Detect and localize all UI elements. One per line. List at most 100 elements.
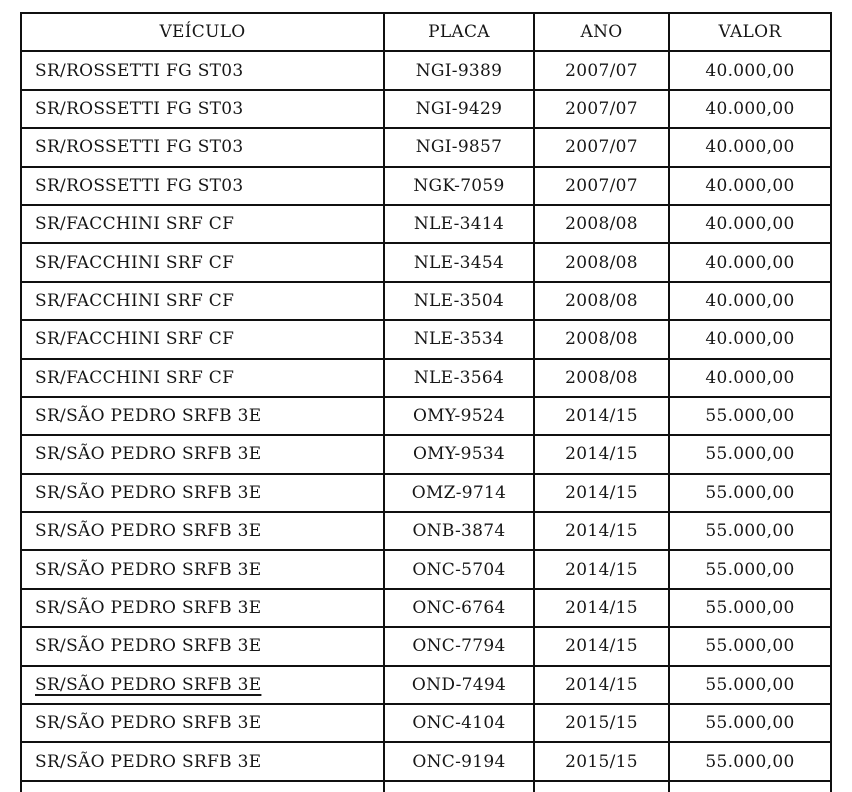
table-cell-vehicle: SR/SÃO PEDRO SRFB 3E	[20, 511, 385, 552]
table-row: SR/ROSSETTI FG ST03 NGI-9389 2007/07 40.000…	[20, 50, 832, 91]
table-row: SR/SÃO PEDRO SRFB 3E OMY-9524 2014/15 55.00…	[20, 395, 832, 437]
table-cell-year: 2015/15	[533, 741, 670, 782]
table-row: SR/SÃO PEDRO SRFB 3E OMZ-9714 2014/15 55.00…	[20, 472, 832, 514]
table-cell-plate: OND-7494	[383, 664, 535, 706]
table-cell-vehicle: SR/SÃO PEDRO SRFB 3E	[20, 703, 385, 744]
table-row: SR/SÃO PEDRO SRFB 3E ONB-3874 2014/15 55.00…	[20, 511, 832, 552]
table-cell-value: 40.000,00	[668, 203, 832, 245]
column-header-veiculo: VEÍCULO	[20, 11, 385, 53]
table-cell-year: 2014/15	[533, 587, 670, 629]
table-cell-value: 40.000,00	[668, 242, 832, 283]
table-row: SR/SÃO PEDRO SRFB 3E ONC-4104 2015/15 55.00…	[20, 703, 832, 744]
table-cell-plate: OMY-9534	[383, 434, 535, 475]
table-row-partial	[20, 779, 832, 792]
table-cell-vehicle: SR/ROSSETTI FG ST03	[20, 88, 385, 130]
table-cell-value: 55.000,00	[668, 395, 832, 437]
column-header-valor: VALOR	[668, 11, 832, 53]
table-cell-plate: ONB-3874	[383, 511, 535, 552]
table-cell-year: 2008/08	[533, 203, 670, 245]
table-cell-value: 55.000,00	[668, 664, 832, 706]
column-header-ano: ANO	[533, 11, 670, 53]
table-cell-year: 2007/07	[533, 165, 670, 206]
table-cell-vehicle: SR/SÃO PEDRO SRFB 3E	[20, 395, 385, 437]
table-cell-vehicle: SR/SÃO PEDRO SRFB 3E	[20, 434, 385, 475]
table-row: SR/FACCHINI SRF CF NLE-3534 2008/08 40.000,…	[20, 319, 832, 360]
table-cell-plate: NGI-9429	[383, 88, 535, 130]
table-cell-year: 2007/07	[533, 88, 670, 130]
table-row: SR/SÃO PEDRO SRFB 3E ONC-5704 2014/15 55.00…	[20, 549, 832, 590]
table-cell-vehicle: SR/ROSSETTI FG ST03	[20, 50, 385, 91]
table-cell-value: 40.000,00	[668, 165, 832, 206]
table-cell-value: 55.000,00	[668, 587, 832, 629]
table-cell-vehicle: SR/FACCHINI SRF CF	[20, 280, 385, 322]
table-cell-year: 2014/15	[533, 549, 670, 590]
table-cell-plate: OMY-9524	[383, 395, 535, 437]
table-row: SR/ROSSETTI FG ST03 NGI-9857 2007/07 40.000…	[20, 127, 832, 168]
table-row: SR/SÃO PEDRO SRFB 3E OMY-9534 2014/15 55.00…	[20, 434, 832, 475]
table-cell-vehicle: SR/SÃO PEDRO SRFB 3E	[20, 472, 385, 514]
table-cell-plate: ONC-9194	[383, 741, 535, 782]
table-cell-value: 55.000,00	[668, 511, 832, 552]
table-row: SR/ROSSETTI FG ST03 NGI-9429 2007/07 40.000…	[20, 88, 832, 130]
table-cell-plate: NLE-3414	[383, 203, 535, 245]
table-cell-vehicle: SR/SÃO PEDRO SRFB 3E	[20, 741, 385, 782]
table-cell-plate: NGK-7059	[383, 165, 535, 206]
table-cell-vehicle: SR/FACCHINI SRF CF	[20, 242, 385, 283]
table-cell-plate: ONC-5704	[383, 549, 535, 590]
table-cell-year	[533, 779, 670, 792]
table-cell-plate: NGI-9389	[383, 50, 535, 91]
table-cell-plate: NGI-9857	[383, 127, 535, 168]
table-cell-vehicle: SR/SÃO PEDRO SRFB 3E	[20, 664, 385, 706]
table-row: SR/FACCHINI SRF CF NLE-3564 2008/08 40.000,…	[20, 357, 832, 398]
table-row: SR/FACCHINI SRF CF NLE-3414 2008/08 40.000,…	[20, 203, 832, 245]
table-cell-plate: NLE-3534	[383, 319, 535, 360]
table-body: SR/ROSSETTI FG ST03 NGI-9389 2007/07 40.000…	[20, 50, 832, 792]
table-row: SR/FACCHINI SRF CF NLE-3454 2008/08 40.000,…	[20, 242, 832, 283]
table-cell-vehicle	[20, 779, 385, 792]
table-cell-year: 2008/08	[533, 242, 670, 283]
table-cell-value: 40.000,00	[668, 280, 832, 322]
table-cell-value: 55.000,00	[668, 472, 832, 514]
table-cell-year: 2014/15	[533, 511, 670, 552]
table-cell-value: 55.000,00	[668, 703, 832, 744]
table-cell-plate	[383, 779, 535, 792]
table-cell-vehicle: SR/SÃO PEDRO SRFB 3E	[20, 549, 385, 590]
table-cell-vehicle: SR/ROSSETTI FG ST03	[20, 165, 385, 206]
table-cell-year: 2008/08	[533, 357, 670, 398]
table-cell-vehicle: SR/FACCHINI SRF CF	[20, 203, 385, 245]
table-cell-year: 2008/08	[533, 280, 670, 322]
table-cell-value: 40.000,00	[668, 50, 832, 91]
table-cell-year: 2014/15	[533, 395, 670, 437]
table-row: SR/FACCHINI SRF CF NLE-3504 2008/08 40.000,…	[20, 280, 832, 322]
table-cell-value: 40.000,00	[668, 127, 832, 168]
table-cell-value: 40.000,00	[668, 357, 832, 398]
table-cell-vehicle: SR/SÃO PEDRO SRFB 3E	[20, 587, 385, 629]
table-cell-year: 2014/15	[533, 434, 670, 475]
table-row: SR/SÃO PEDRO SRFB 3E ONC-6764 2014/15 55.00…	[20, 587, 832, 629]
table-cell-value: 55.000,00	[668, 434, 832, 475]
table-row: SR/ROSSETTI FG ST03 NGK-7059 2007/07 40.000…	[20, 165, 832, 206]
table-header-row: VEÍCULO PLACA ANO VALOR	[20, 11, 832, 53]
table-cell-plate: ONC-7794	[383, 626, 535, 667]
table-cell-year: 2014/15	[533, 472, 670, 514]
table-cell-value	[668, 779, 832, 792]
table-cell-plate: NLE-3504	[383, 280, 535, 322]
table-cell-year: 2015/15	[533, 703, 670, 744]
table-cell-year: 2014/15	[533, 664, 670, 706]
column-header-placa: PLACA	[383, 11, 535, 53]
table-cell-year: 2007/07	[533, 50, 670, 91]
table-cell-plate: OMZ-9714	[383, 472, 535, 514]
table-cell-year: 2007/07	[533, 127, 670, 168]
table-row: SR/SÃO PEDRO SRFB 3E OND-7494 2014/15 55.00…	[20, 664, 832, 706]
table-cell-vehicle: SR/FACCHINI SRF CF	[20, 319, 385, 360]
table-cell-plate: NLE-3564	[383, 357, 535, 398]
table-row: SR/SÃO PEDRO SRFB 3E ONC-9194 2015/15 55.00…	[20, 741, 832, 782]
table-cell-value: 55.000,00	[668, 626, 832, 667]
table-cell-year: 2014/15	[533, 626, 670, 667]
table-cell-plate: ONC-6764	[383, 587, 535, 629]
table-cell-value: 55.000,00	[668, 741, 832, 782]
table-cell-vehicle: SR/SÃO PEDRO SRFB 3E	[20, 626, 385, 667]
table-cell-plate: ONC-4104	[383, 703, 535, 744]
table-cell-year: 2008/08	[533, 319, 670, 360]
